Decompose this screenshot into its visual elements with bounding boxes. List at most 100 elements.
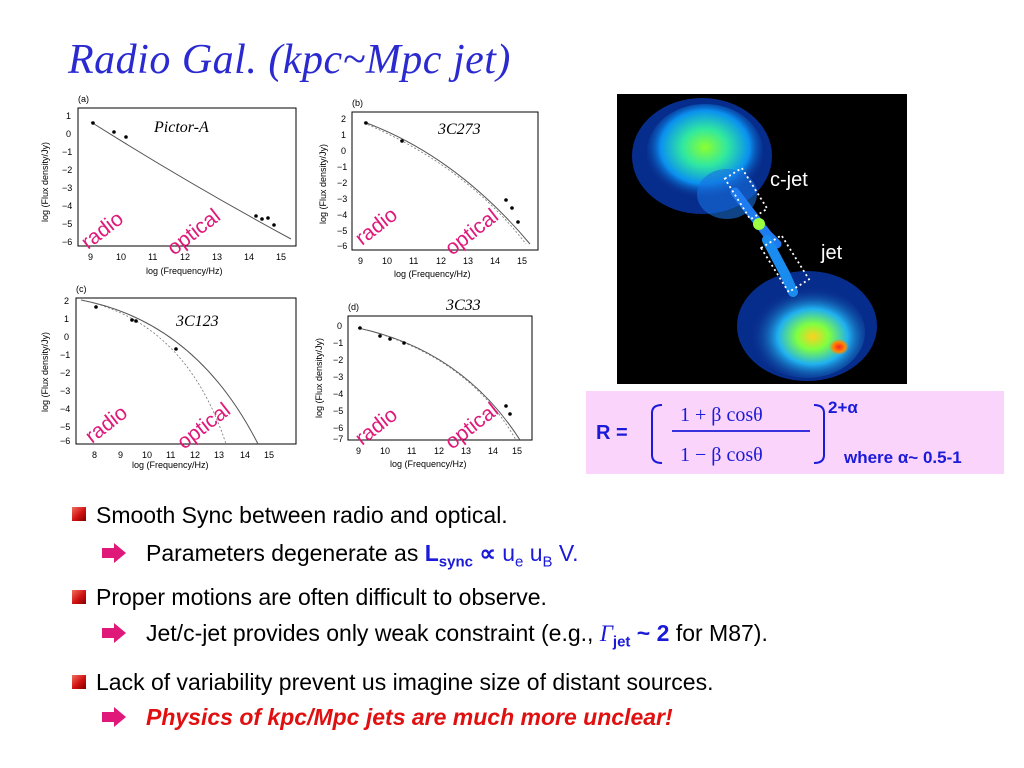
y-tick: −2: [62, 165, 72, 175]
data-point: [130, 318, 134, 322]
x-tick: 14: [488, 446, 498, 456]
formula-denominator: 1 − β cosθ: [680, 444, 763, 466]
x-tick: 13: [463, 256, 473, 266]
left-bracket: [651, 404, 663, 464]
sub-bullet-text: Parameters degenerate as Lsync ∝ ue uB V…: [146, 540, 579, 571]
y-tick: −5: [62, 219, 72, 229]
radio-label: radio: [351, 403, 402, 450]
source-name: 3C273: [437, 121, 481, 138]
x-tick: 11: [407, 446, 416, 456]
data-point: [94, 305, 98, 309]
y-tick: −3: [62, 183, 72, 193]
source-name: Pictor-A: [153, 119, 209, 136]
y-tick: −1: [333, 338, 343, 348]
data-point: [272, 223, 276, 227]
y-tick: −1: [60, 350, 70, 360]
y-axis-label: log (Flux density/Jy): [40, 142, 50, 222]
formula-note: where α~ 0.5-1: [843, 448, 962, 467]
x-tick: 9: [358, 256, 363, 266]
cjet-label: c-jet: [770, 169, 808, 191]
y-tick: −4: [60, 404, 70, 414]
data-point: [174, 347, 178, 351]
y-tick: −2: [60, 368, 70, 378]
x-tick: 12: [190, 450, 200, 460]
y-tick: −1: [337, 162, 347, 172]
formula-exponent: 2+α: [828, 398, 858, 417]
x-tick: 15: [264, 450, 274, 460]
x-tick: 15: [517, 256, 527, 266]
sub-bullet-text: Physics of kpc/Mpc jets are much more un…: [146, 704, 673, 730]
data-point: [378, 334, 382, 338]
y-tick: −6: [60, 436, 70, 446]
y-axis-label: log (Flux density/Jy): [318, 144, 328, 224]
data-point: [402, 341, 406, 345]
sed-curve: [363, 121, 531, 245]
y-tick: −3: [333, 372, 343, 382]
y-tick: 0: [66, 129, 71, 139]
x-tick: 10: [382, 256, 392, 266]
radio-label: radio: [351, 203, 402, 250]
x-axis-label: log (Frequency/Hz): [390, 459, 467, 469]
data-point: [508, 412, 512, 416]
radio-jet-image: c-jet jet: [617, 94, 907, 384]
optical-label: optical: [173, 398, 235, 453]
formula-lhs: R =: [596, 422, 628, 444]
sed-curve: [90, 121, 292, 240]
bullet-square-icon: [72, 507, 86, 521]
sed-plot-3c123: (c) 2 1 0 −1 −2 −3 −4 −5 −6 8 9 10 11 12…: [36, 282, 306, 470]
y-tick: −4: [62, 201, 72, 211]
sed-plot-pictor-a: (a) 1 0 −1 −2 −3 −4 −5 −6 9 10 11 12 13 …: [36, 92, 306, 280]
arrow-right-icon: [102, 623, 126, 643]
y-tick: 2: [341, 114, 346, 124]
source-name: 3C33: [445, 297, 481, 314]
y-tick: −5: [60, 422, 70, 432]
x-tick: 10: [116, 252, 126, 262]
y-tick: 0: [64, 332, 69, 342]
jet-label: jet: [820, 242, 843, 264]
x-axis-label: log (Frequency/Hz): [146, 266, 223, 276]
radio-label: radio: [77, 207, 128, 254]
y-tick: −6: [62, 237, 72, 247]
x-tick: 15: [512, 446, 522, 456]
y-tick: −6: [333, 423, 343, 433]
data-point: [91, 121, 95, 125]
x-tick: 12: [436, 256, 446, 266]
sed-curve-alt: [80, 299, 227, 445]
x-tick: 14: [490, 256, 500, 266]
data-point: [134, 319, 138, 323]
sed-curve: [80, 299, 259, 445]
right-bracket: [813, 404, 825, 464]
data-point: [510, 206, 514, 210]
data-point: [364, 121, 368, 125]
bullet-square-icon: [72, 675, 86, 689]
data-point: [504, 404, 508, 408]
y-tick: −5: [333, 406, 343, 416]
data-point: [358, 326, 362, 330]
y-tick: −4: [337, 210, 347, 220]
data-point: [400, 139, 404, 143]
data-point: [124, 135, 128, 139]
data-point: [260, 217, 264, 221]
data-point: [516, 220, 520, 224]
x-tick: 13: [214, 450, 224, 460]
bullet-square-icon: [72, 590, 86, 604]
beaming-formula: R = 1 + β cosθ 1 − β cosθ 2+α where α~ 0…: [586, 391, 1004, 474]
sed-curve: [357, 327, 521, 441]
x-tick: 15: [276, 252, 286, 262]
x-tick: 9: [88, 252, 93, 262]
y-tick: 0: [341, 146, 346, 156]
data-point: [504, 198, 508, 202]
panel-label: (a): [78, 94, 89, 104]
optical-label: optical: [441, 204, 503, 259]
x-axis-label: log (Frequency/Hz): [132, 460, 209, 470]
source-name: 3C123: [175, 313, 219, 330]
x-tick: 13: [212, 252, 222, 262]
y-tick: 1: [64, 314, 69, 324]
panel-label: (c): [76, 284, 87, 294]
y-tick: 2: [64, 296, 69, 306]
x-tick: 9: [118, 450, 123, 460]
x-tick: 11: [148, 252, 157, 262]
panel-label: (b): [352, 98, 363, 108]
slide-title: Radio Gal. (kpc~Mpc jet): [68, 37, 511, 83]
x-tick: 10: [142, 450, 152, 460]
